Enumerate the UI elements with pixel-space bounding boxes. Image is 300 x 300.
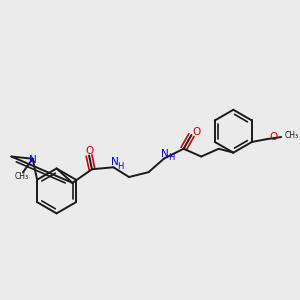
Text: CH₃: CH₃ [285, 130, 299, 140]
Text: O: O [192, 127, 200, 137]
Text: N: N [110, 158, 118, 167]
Text: CH₃: CH₃ [15, 172, 29, 181]
Text: H: H [117, 162, 123, 171]
Text: O: O [85, 146, 93, 156]
Text: H: H [168, 153, 174, 162]
Text: N: N [29, 155, 37, 165]
Text: O: O [269, 132, 278, 142]
Text: N: N [161, 148, 169, 159]
